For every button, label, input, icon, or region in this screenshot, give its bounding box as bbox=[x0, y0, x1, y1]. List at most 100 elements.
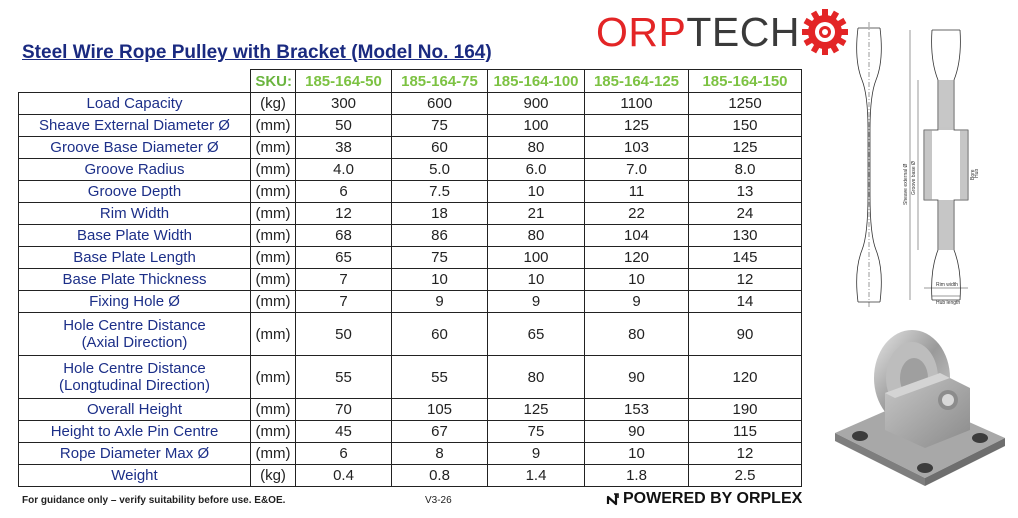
unit-cell: (kg) bbox=[250, 464, 296, 487]
value-cell: 9 bbox=[584, 290, 689, 313]
unit-cell: (mm) bbox=[250, 290, 296, 313]
param-label: Sheave External Diameter Ø bbox=[18, 114, 251, 137]
unit-cell: (mm) bbox=[250, 312, 296, 356]
drawing-label-hub: Hub bbox=[974, 169, 980, 178]
spec-row: Load Capacity (kg) 300 600 900 1100 1250 bbox=[18, 92, 802, 115]
param-label: Groove Depth bbox=[18, 180, 251, 203]
value-cell: 9 bbox=[391, 290, 488, 313]
page-title: Steel Wire Rope Pulley with Bracket (Mod… bbox=[22, 42, 492, 63]
sku-header-row: SKU: 185-164-50 185-164-75 185-164-100 1… bbox=[19, 69, 802, 93]
value-cell: 86 bbox=[391, 224, 488, 247]
value-cell: 9 bbox=[487, 442, 585, 465]
value-cell: 68 bbox=[295, 224, 392, 247]
unit-cell: (mm) bbox=[250, 136, 296, 159]
disclaimer-text: For guidance only – verify suitability b… bbox=[22, 495, 286, 506]
value-cell: 1250 bbox=[688, 92, 802, 115]
param-label: Rim Width bbox=[18, 202, 251, 225]
sku-cell: 185-164-125 bbox=[584, 69, 689, 93]
value-cell: 55 bbox=[391, 355, 488, 399]
spec-row: Base Plate Thickness (mm) 7 10 10 10 12 bbox=[18, 268, 802, 291]
param-text: Load Capacity bbox=[86, 95, 183, 112]
value-cell: 103 bbox=[584, 136, 689, 159]
value-cell: 145 bbox=[688, 246, 802, 269]
unit-cell: (mm) bbox=[250, 224, 296, 247]
value-cell: 21 bbox=[487, 202, 585, 225]
value-cell: 10 bbox=[584, 268, 689, 291]
value-cell: 10 bbox=[487, 180, 585, 203]
value-cell: 10 bbox=[487, 268, 585, 291]
value-cell: 55 bbox=[295, 355, 392, 399]
sku-cell: 185-164-50 bbox=[295, 69, 392, 93]
orplex-mark-icon bbox=[606, 493, 619, 506]
value-cell: 22 bbox=[584, 202, 689, 225]
value-cell: 125 bbox=[584, 114, 689, 137]
param-text: Groove Base Diameter Ø bbox=[50, 139, 219, 156]
value-cell: 1.8 bbox=[584, 464, 689, 487]
value-cell: 4.0 bbox=[295, 158, 392, 181]
param-label: Hole Centre Distance (Longtudinal Directi… bbox=[18, 355, 251, 399]
orptech-logo: ORPTECH bbox=[596, 9, 848, 55]
value-cell: 6.0 bbox=[487, 158, 585, 181]
spec-row: Groove Radius (mm) 4.0 5.0 6.0 7.0 8.0 bbox=[18, 158, 802, 181]
value-cell: 2.5 bbox=[688, 464, 802, 487]
value-cell: 75 bbox=[487, 420, 585, 443]
value-cell: 90 bbox=[688, 312, 802, 356]
param-text: Sheave External Diameter Ø bbox=[39, 117, 230, 134]
value-cell: 5.0 bbox=[391, 158, 488, 181]
param-label: Base Plate Length bbox=[18, 246, 251, 269]
sku-label: SKU: bbox=[250, 69, 296, 93]
unit-cell: (mm) bbox=[250, 246, 296, 269]
param-text: Groove Depth bbox=[87, 183, 182, 200]
value-cell: 24 bbox=[688, 202, 802, 225]
value-cell: 6 bbox=[295, 180, 392, 203]
unit-cell: (mm) bbox=[250, 442, 296, 465]
unit-cell: (mm) bbox=[250, 355, 296, 399]
value-cell: 14 bbox=[688, 290, 802, 313]
value-cell: 1.4 bbox=[487, 464, 585, 487]
value-cell: 0.8 bbox=[391, 464, 488, 487]
spec-row: Weight (kg) 0.4 0.8 1.4 1.8 2.5 bbox=[18, 464, 802, 487]
unit-cell: (mm) bbox=[250, 202, 296, 225]
value-cell: 12 bbox=[295, 202, 392, 225]
value-cell: 12 bbox=[688, 268, 802, 291]
value-cell: 80 bbox=[487, 355, 585, 399]
value-cell: 104 bbox=[584, 224, 689, 247]
value-cell: 50 bbox=[295, 312, 392, 356]
value-cell: 105 bbox=[391, 398, 488, 421]
param-text: Weight bbox=[111, 467, 158, 484]
unit-cell: (mm) bbox=[250, 180, 296, 203]
param-text: Hole Centre Distance bbox=[63, 317, 206, 334]
value-cell: 1100 bbox=[584, 92, 689, 115]
drawing-label-groove-base: Groove base Ø bbox=[911, 161, 917, 195]
value-cell: 80 bbox=[487, 136, 585, 159]
value-cell: 7.5 bbox=[391, 180, 488, 203]
drawing-label-hub-length: Hub length bbox=[936, 300, 960, 306]
spec-row: Base Plate Width (mm) 68 86 80 104 130 bbox=[18, 224, 802, 247]
spec-row: Overall Height (mm) 70 105 125 153 190 bbox=[18, 398, 802, 421]
value-cell: 38 bbox=[295, 136, 392, 159]
spec-row: Rim Width (mm) 12 18 21 22 24 bbox=[18, 202, 802, 225]
value-cell: 90 bbox=[584, 420, 689, 443]
value-cell: 7.0 bbox=[584, 158, 689, 181]
value-cell: 600 bbox=[391, 92, 488, 115]
value-cell: 130 bbox=[688, 224, 802, 247]
param-label: Hole Centre Distance (Axial Direction) bbox=[18, 312, 251, 356]
value-cell: 11 bbox=[584, 180, 689, 203]
value-cell: 115 bbox=[688, 420, 802, 443]
value-cell: 6 bbox=[295, 442, 392, 465]
powered-by-text: POWERED BY ORPLEX bbox=[623, 490, 803, 507]
value-cell: 90 bbox=[584, 355, 689, 399]
value-cell: 67 bbox=[391, 420, 488, 443]
param-text: Height to Axle Pin Centre bbox=[50, 423, 219, 440]
spec-row: Hole Centre Distance (Axial Direction) (mm… bbox=[18, 312, 802, 356]
param-label: Groove Radius bbox=[18, 158, 251, 181]
unit-cell: (mm) bbox=[250, 114, 296, 137]
value-cell: 9 bbox=[487, 290, 585, 313]
param-text: Rim Width bbox=[99, 205, 170, 222]
drawing-label-rim-width: Rim width bbox=[936, 282, 958, 288]
sku-cell: 185-164-75 bbox=[391, 69, 488, 93]
param-label: Load Capacity bbox=[18, 92, 251, 115]
param-text: Base Plate Thickness bbox=[62, 271, 207, 288]
spec-row: Base Plate Length (mm) 65 75 100 120 145 bbox=[18, 246, 802, 269]
value-cell: 12 bbox=[688, 442, 802, 465]
